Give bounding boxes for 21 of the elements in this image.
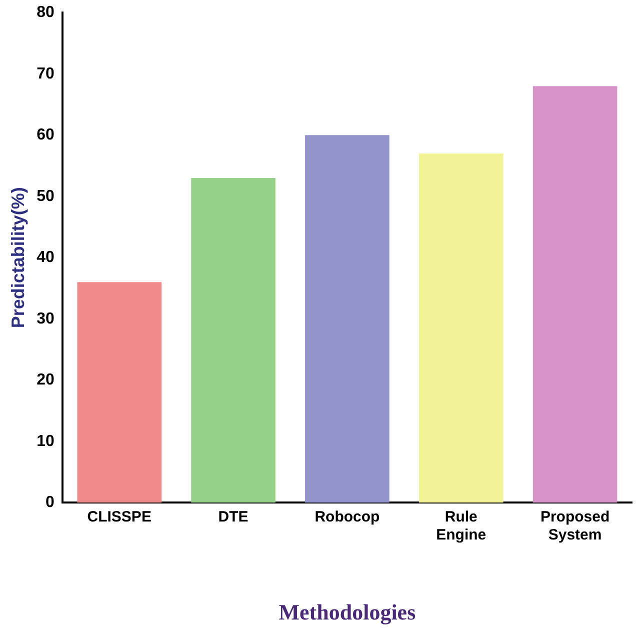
y-tick-label: 20 — [36, 372, 54, 389]
y-tick-label: 80 — [36, 4, 54, 22]
bar — [77, 282, 162, 503]
x-tick-label: Robocop — [314, 508, 380, 526]
y-tick-label: 50 — [36, 188, 54, 205]
y-axis-title: Predictability(%) — [8, 187, 28, 328]
y-tick-label: 10 — [36, 432, 54, 450]
bar — [305, 135, 390, 503]
bar — [418, 153, 504, 503]
y-tick-label: 70 — [36, 65, 54, 82]
x-tick-label: Rule Engine — [436, 508, 486, 544]
x-tick-label: Proposed System — [540, 508, 610, 544]
y-tick-label: 40 — [36, 249, 54, 266]
x-tick-label: DTE — [218, 508, 248, 526]
x-axis-title: Methodologies — [278, 599, 416, 624]
y-tick-label: 30 — [36, 310, 54, 328]
x-tick-label: CLISSPE — [87, 508, 152, 526]
bar — [191, 178, 276, 503]
bar — [532, 86, 618, 503]
y-tick-label: 60 — [36, 126, 54, 144]
y-tick-label: 0 — [45, 494, 54, 512]
